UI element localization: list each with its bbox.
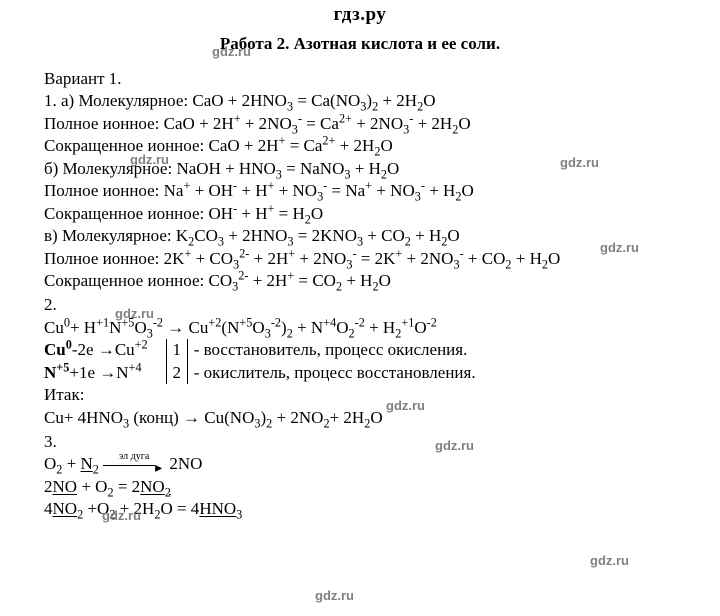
balance-coef-1: 1 [172, 339, 181, 361]
label: Полное ионное: [44, 114, 164, 133]
label: 1. а) Молекулярное: [44, 91, 192, 110]
half-reaction-1: Cu0-2e →Cu+2 [44, 339, 160, 361]
label: Сокращенное ионное: [44, 204, 209, 223]
label: Полное ионное: [44, 249, 164, 268]
label: Полное ионное: [44, 181, 164, 200]
arc-arrow: эл дуга ▸ [103, 453, 165, 475]
watermark: gdz.ru [315, 588, 354, 603]
q3-step3: 4NO2 +O2 + 2H2O = 4HNO3 [44, 498, 676, 520]
q2-number: 2. [44, 294, 676, 316]
content: Вариант 1. 1. а) Молекулярное: CaO + 2HN… [44, 68, 676, 521]
q1a-full-ionic: Полное ионное: CaO + 2H+ + 2NO3- = Ca2+ … [44, 113, 676, 135]
q2-oxidation-scheme: Cu0+ H+1N+5O3-2 → Cu+2(N+5O3-2)2 + N+4O2… [44, 317, 676, 339]
q1c-full-ionic: Полное ионное: 2K+ + CO32- + 2H+ + 2NO3-… [44, 248, 676, 270]
electron-balance: Cu0-2e →Cu+2 N+5+1e →N+4 1 2 - восстанов… [44, 339, 476, 384]
q1a-short-ionic: Сокращенное ионное: CaO + 2H+ = Ca2+ + 2… [44, 135, 676, 157]
half-note-1: - восстановитель, процесс окисления. [194, 339, 476, 361]
label: в) Молекулярное: [44, 226, 176, 245]
label: Сокращенное ионное: [44, 271, 209, 290]
half-reaction-2: N+5+1e →N+4 [44, 362, 160, 384]
balance-coef-2: 2 [172, 362, 181, 384]
q1b-full-ionic: Полное ионное: Na+ + OH- + H+ + NO3- = N… [44, 180, 676, 202]
site-header: гдз.ру [44, 4, 676, 26]
q3-step2: 2NO + O2 = 2NO2 [44, 476, 676, 498]
q1c-short-ionic: Сокращенное ионное: CO32- + 2H+ = CO2 + … [44, 270, 676, 292]
label: б) Молекулярное: [44, 159, 176, 178]
variant-label: Вариант 1. [44, 68, 676, 90]
page-root: гдз.ру Работа 2. Азотная кислота и ее со… [0, 0, 720, 616]
q2-final-equation: Cu+ 4HNO3 (конц) → Cu(NO3)2 + 2NO2+ 2H2O [44, 407, 676, 429]
q2-itak: Итак: [44, 384, 676, 406]
work-title: Работа 2. Азотная кислота и ее соли. [44, 34, 676, 54]
q1a-molecular: 1. а) Молекулярное: CaO + 2HNO3 = Ca(NO3… [44, 90, 676, 112]
q1b-short-ionic: Сокращенное ионное: OH- + H+ = H2O [44, 203, 676, 225]
watermark: gdz.ru [590, 553, 629, 568]
arc-label: эл дуга [119, 451, 149, 462]
q3-step1: O2 + N2 эл дуга ▸ 2NO [44, 453, 676, 475]
q1b-molecular: б) Молекулярное: NaOH + HNO3 = NaNO3 + H… [44, 158, 676, 180]
q1c-molecular: в) Молекулярное: K2CO3 + 2HNO3 = 2KNO3 +… [44, 225, 676, 247]
half-note-2: - окислитель, процесс восстановления. [194, 362, 476, 384]
label: Сокращенное ионное: [44, 136, 209, 155]
